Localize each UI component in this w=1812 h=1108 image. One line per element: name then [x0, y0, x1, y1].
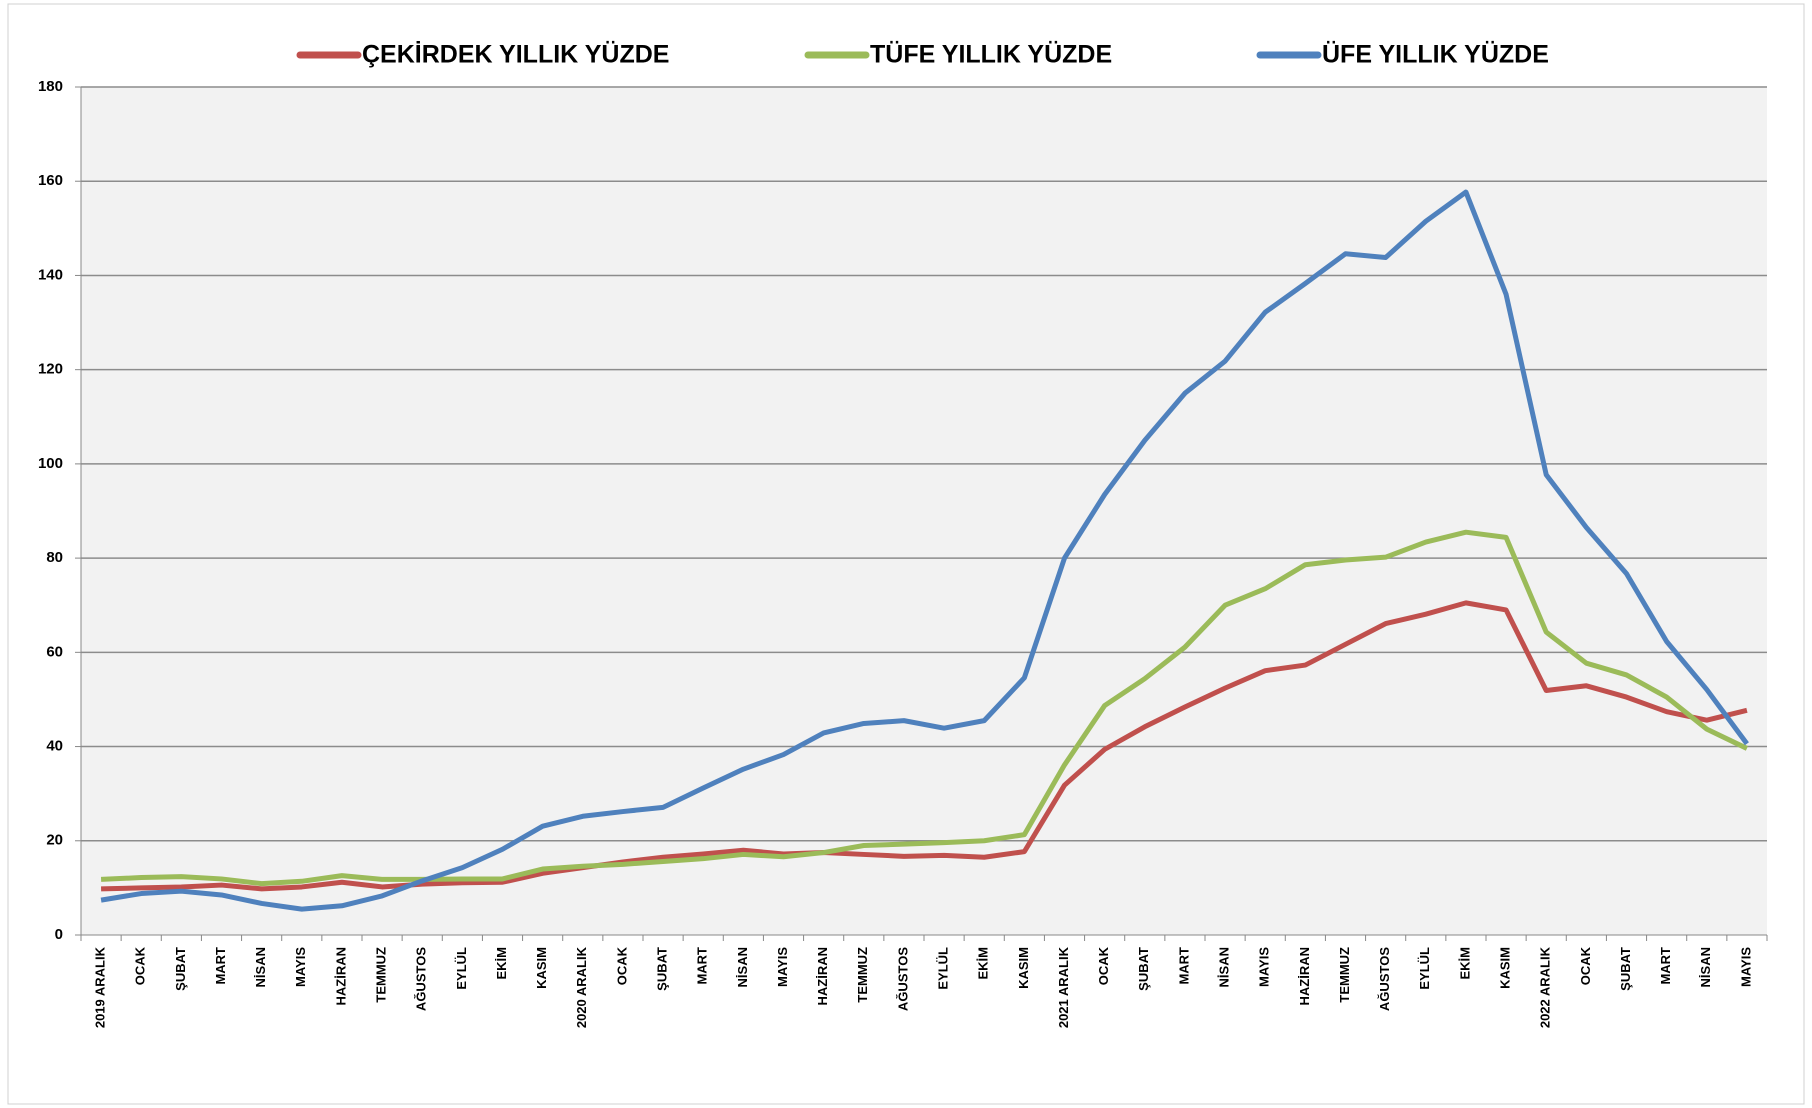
legend-label: ÇEKİRDEK YILLIK YÜZDE	[362, 40, 669, 69]
x-tick-label: HAZİRAN	[333, 947, 348, 1006]
y-tick-label: 20	[46, 832, 63, 849]
x-tick-label: MAYIS	[1257, 947, 1272, 987]
x-tick-label: EKİM	[976, 947, 991, 980]
y-tick-label: 60	[46, 643, 63, 660]
x-tick-label: TEMMUZ	[1337, 947, 1352, 1003]
x-tick-label: MAYIS	[293, 947, 308, 987]
x-tick-label: TEMMUZ	[374, 947, 389, 1003]
x-tick-label: NİSAN	[253, 947, 268, 987]
y-tick-label: 140	[38, 266, 63, 283]
x-tick-label: EKİM	[1457, 947, 1472, 980]
x-tick-label: EYLÜL	[936, 947, 951, 990]
x-tick-label: MART	[695, 947, 710, 985]
x-tick-label: OCAK	[1096, 946, 1111, 985]
y-tick-label: 80	[46, 549, 63, 566]
x-tick-label: EKİM	[494, 947, 509, 980]
x-tick-label: KASIM	[1498, 947, 1513, 989]
y-tick-label: 120	[38, 361, 63, 378]
x-tick-label: TEMMUZ	[855, 947, 870, 1003]
x-tick-label: NİSAN	[1217, 947, 1232, 987]
x-tick-label: ŞUBAT	[173, 947, 188, 991]
x-tick-label: NİSAN	[735, 947, 750, 987]
x-tick-label: AĞUSTOS	[1377, 947, 1392, 1011]
x-tick-label: NİSAN	[1698, 947, 1713, 987]
series-line	[101, 600, 1748, 892]
y-tick-label: 0	[55, 926, 63, 943]
x-tick-label: EYLÜL	[1417, 947, 1432, 990]
x-tick-label: ŞUBAT	[1136, 947, 1151, 991]
x-tick-label: MART	[213, 947, 228, 985]
y-tick-label: 40	[46, 738, 63, 755]
x-tick-label: EYLÜL	[454, 947, 469, 990]
x-tick-label: AĞUSTOS	[414, 947, 429, 1011]
legend-label: ÜFE YILLIK YÜZDE	[1322, 40, 1549, 69]
y-tick-label: 160	[38, 172, 63, 189]
x-tick-label: ŞUBAT	[655, 947, 670, 991]
x-tick-label: HAZİRAN	[1297, 947, 1312, 1006]
legend-label: TÜFE YILLIK YÜZDE	[870, 40, 1112, 69]
x-tick-label: 2020 ARALIK	[574, 946, 589, 1028]
x-tick-label: OCAK	[1578, 946, 1593, 985]
x-tick-label: 2019 ARALIK	[93, 946, 108, 1028]
series-line	[100, 189, 1749, 912]
x-tick-label: OCAK	[133, 946, 148, 985]
x-tick-label: 2021 ARALIK	[1056, 946, 1071, 1028]
plot-area	[81, 87, 1767, 935]
x-tick-label: MAYIS	[1738, 947, 1753, 987]
x-tick-label: ŞUBAT	[1618, 947, 1633, 991]
y-tick-label: 100	[38, 455, 63, 472]
y-tick-label: 180	[38, 78, 63, 95]
x-tick-label: OCAK	[614, 946, 629, 985]
x-tick-label: 2022 ARALIK	[1538, 946, 1553, 1028]
x-tick-label: MART	[1658, 947, 1673, 985]
x-tick-label: KASIM	[534, 947, 549, 989]
x-tick-label: MAYIS	[775, 947, 790, 987]
x-tick-label: AĞUSTOS	[895, 947, 910, 1011]
x-tick-label: HAZİRAN	[815, 947, 830, 1006]
x-tick-label: MART	[1176, 947, 1191, 985]
x-tick-label: KASIM	[1016, 947, 1031, 989]
series-line	[100, 529, 1749, 887]
